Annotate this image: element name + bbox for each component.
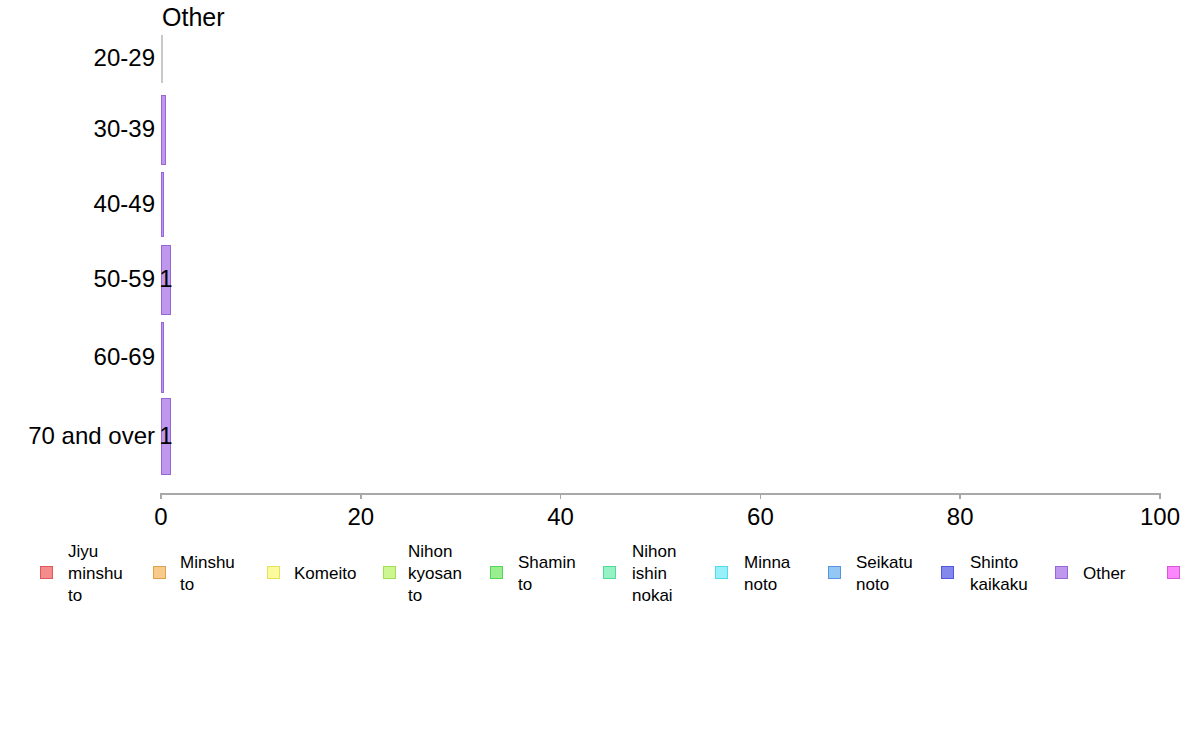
x-tick-label: 20 — [347, 503, 374, 531]
bar-value-label: 1 — [159, 422, 172, 450]
x-tick-mark — [1159, 493, 1161, 499]
chart-title: Other — [162, 3, 225, 31]
legend-label-line: to — [180, 574, 235, 596]
legend-label-line: noto — [744, 574, 790, 596]
legend-label-line: minshu — [68, 563, 123, 585]
legend-swatch-icon — [40, 566, 53, 579]
x-tick-label: 0 — [154, 503, 167, 531]
legend-swatch-icon — [1167, 566, 1180, 579]
legend-swatch-icon — [603, 566, 616, 579]
legend-label-line: kaikaku — [970, 574, 1028, 596]
bar-value-label: 1 — [159, 265, 172, 293]
legend-label: Nihonishinnokai — [632, 541, 676, 607]
y-axis-label: 30-39 — [94, 115, 155, 143]
legend-label-line: to — [518, 574, 576, 596]
legend-swatch-icon — [715, 566, 728, 579]
legend-label: Komeito — [294, 563, 356, 585]
legend-label-line: Minna — [744, 552, 790, 574]
legend-label: Other — [1083, 563, 1126, 585]
legend-swatch-icon — [153, 566, 166, 579]
y-axis-label: 20-29 — [94, 44, 155, 72]
x-tick-mark — [560, 493, 562, 499]
bar — [161, 95, 166, 165]
legend-label: Minnanoto — [744, 552, 790, 596]
legend-label-line: Shamin — [518, 552, 576, 574]
legend-label: Shintokaikaku — [970, 552, 1028, 596]
legend-label-line: noto — [856, 574, 913, 596]
legend-swatch-icon — [1055, 566, 1068, 579]
x-axis-line — [161, 493, 1160, 495]
legend-label: Nihonkyosanto — [408, 541, 462, 607]
legend-label-line: to — [408, 585, 462, 607]
y-axis-label: 60-69 — [94, 343, 155, 371]
legend-label-line: Other — [1083, 563, 1126, 585]
y-axis-label: 70 and over — [28, 422, 155, 450]
x-tick-label: 100 — [1140, 503, 1180, 531]
legend-label-line: Jiyu — [68, 541, 123, 563]
x-tick-label: 80 — [947, 503, 974, 531]
bar-chart: Other 20-2930-3940-4950-59160-6970 and o… — [0, 0, 1188, 736]
legend-label-line: Komeito — [294, 563, 356, 585]
legend-label-line: nokai — [632, 585, 676, 607]
zero-value-bar — [161, 35, 163, 83]
legend-label-line: to — [68, 585, 123, 607]
legend-label-line: ishin — [632, 563, 676, 585]
legend-label-line: Seikatu — [856, 552, 913, 574]
x-tick-label: 60 — [747, 503, 774, 531]
legend-label: Jiyuminshuto — [68, 541, 123, 607]
y-axis-label: 40-49 — [94, 190, 155, 218]
legend-swatch-icon — [267, 566, 280, 579]
bar — [161, 322, 164, 393]
legend-label-line: Minshu — [180, 552, 235, 574]
x-tick-mark — [360, 493, 362, 499]
legend-label-line: Nihon — [632, 541, 676, 563]
bar — [161, 172, 164, 237]
x-tick-mark — [959, 493, 961, 499]
legend-label-line: kyosan — [408, 563, 462, 585]
legend-swatch-icon — [828, 566, 841, 579]
x-tick-mark — [760, 493, 762, 499]
legend-label-line: Shinto — [970, 552, 1028, 574]
legend-label: Minshuto — [180, 552, 235, 596]
legend-label: Shaminto — [518, 552, 576, 596]
legend-label: Seikatunoto — [856, 552, 913, 596]
legend-swatch-icon — [490, 566, 503, 579]
y-axis-label: 50-59 — [94, 265, 155, 293]
x-tick-mark — [160, 493, 162, 499]
legend-swatch-icon — [383, 566, 396, 579]
x-tick-label: 40 — [547, 503, 574, 531]
legend-swatch-icon — [941, 566, 954, 579]
legend-label-line: Nihon — [408, 541, 462, 563]
